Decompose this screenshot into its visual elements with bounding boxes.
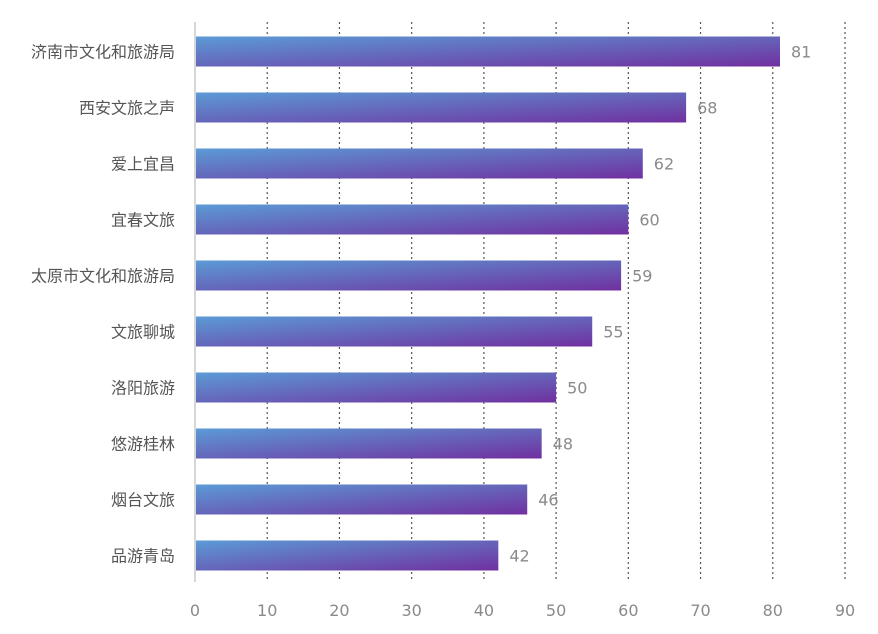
bar-7 [196, 372, 557, 403]
category-label-10: 品游青岛 [111, 547, 175, 566]
category-labels: 济南市文化和旅游局 81 西安文旅之声 68 爱上宜昌 62 宜春文旅 60 太原市文化和旅游局… [31, 43, 811, 566]
data-label-3: 62 [654, 155, 674, 174]
tick-label-70: 70 [690, 601, 710, 620]
data-label-7: 50 [567, 379, 587, 398]
tick-label-90: 90 [835, 601, 855, 620]
data-label-4: 60 [639, 211, 659, 230]
value-axis: 0 10 20 30 40 50 60 70 80 90 [190, 22, 855, 620]
tick-label-10: 10 [257, 601, 277, 620]
tick-label-50: 50 [546, 601, 566, 620]
tick-label-0: 0 [190, 601, 200, 620]
category-label-7: 洛阳旅游 [111, 379, 175, 398]
tick-label-60: 60 [618, 601, 638, 620]
data-label-2: 68 [697, 99, 717, 118]
category-label-9: 烟台文旅 [111, 491, 175, 510]
bars [196, 36, 780, 571]
data-label-6: 55 [603, 323, 623, 342]
bar-5 [196, 260, 622, 291]
category-label-4: 宜春文旅 [111, 211, 175, 230]
bar-4 [196, 204, 629, 235]
bar-9 [196, 484, 528, 515]
category-label-8: 悠游桂林 [111, 435, 175, 454]
category-label-6: 文旅聊城 [111, 323, 175, 342]
category-label-1: 济南市文化和旅游局 [31, 43, 175, 62]
category-label-3: 爱上宜昌 [111, 155, 175, 174]
bar-3 [196, 148, 643, 179]
bar-8 [196, 428, 542, 459]
category-label-5: 太原市文化和旅游局 [31, 267, 175, 286]
tick-label-40: 40 [474, 601, 494, 620]
category-label-2: 西安文旅之声 [79, 99, 175, 118]
tick-label-30: 30 [401, 601, 421, 620]
data-label-10: 42 [509, 547, 529, 566]
data-label-1: 81 [791, 43, 811, 62]
data-label-5: 59 [632, 267, 652, 286]
bar-6 [196, 316, 593, 347]
bar-10 [196, 540, 499, 571]
data-label-8: 48 [553, 435, 573, 454]
data-label-9: 46 [538, 491, 558, 510]
bar-1 [196, 36, 780, 67]
tick-label-20: 20 [329, 601, 349, 620]
tick-label-80: 80 [763, 601, 783, 620]
bar-2 [196, 92, 687, 123]
